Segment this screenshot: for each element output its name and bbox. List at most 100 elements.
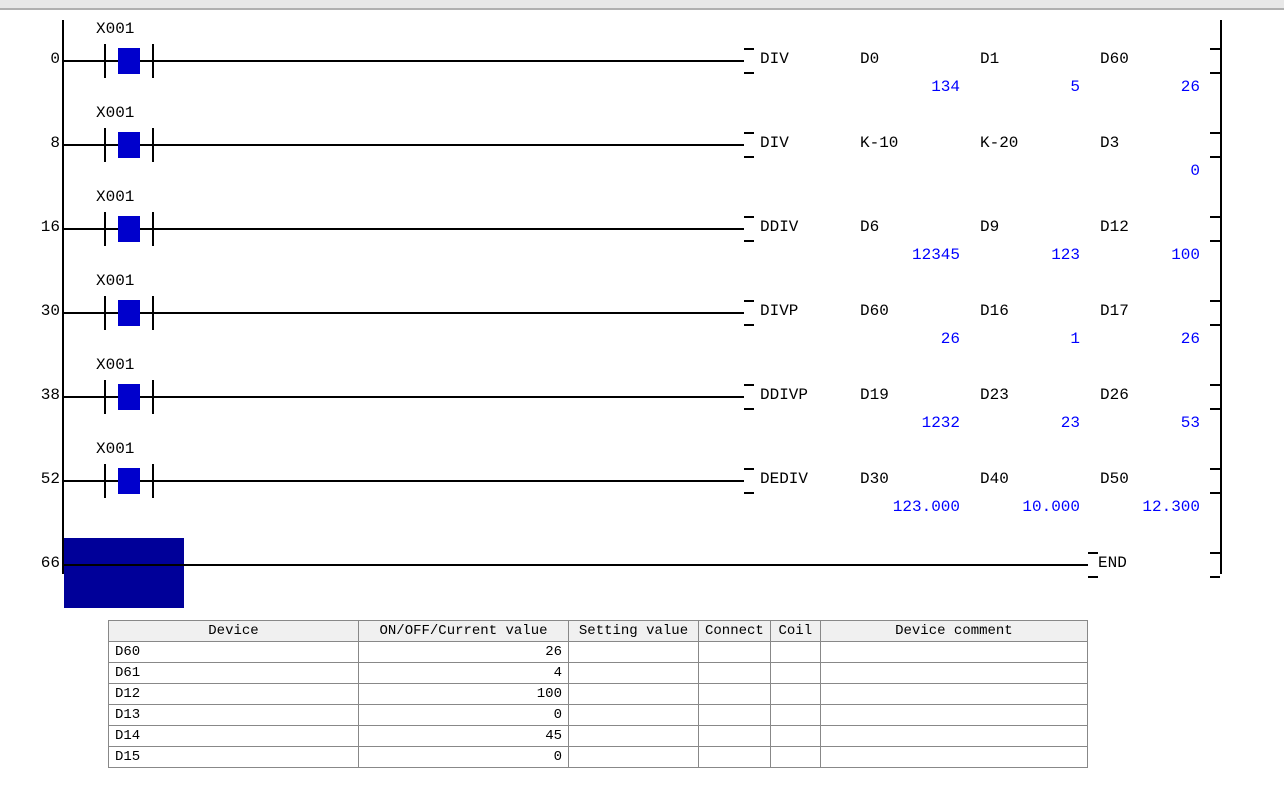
cell-comment[interactable] (820, 705, 1087, 726)
contact[interactable] (104, 464, 154, 498)
cell-setting[interactable] (569, 747, 699, 768)
wire (64, 144, 104, 146)
column-header[interactable]: Device (109, 621, 359, 642)
operand[interactable]: K-20 (980, 134, 1100, 152)
cell-device[interactable]: D13 (109, 705, 359, 726)
contact[interactable] (104, 128, 154, 162)
monitor-value: 100 (1100, 246, 1200, 264)
operand[interactable]: D23 (980, 386, 1100, 404)
cell-setting[interactable] (569, 705, 699, 726)
contact[interactable] (104, 380, 154, 414)
operand[interactable]: D17 (1100, 302, 1220, 320)
operand[interactable]: D9 (980, 218, 1100, 236)
cell-value[interactable]: 100 (359, 684, 569, 705)
cell-comment[interactable] (820, 642, 1087, 663)
instruction-mnemonic[interactable]: DEDIV (760, 470, 808, 488)
operand[interactable]: D60 (860, 302, 980, 320)
monitor-value: 12345 (860, 246, 960, 264)
operand[interactable]: D0 (860, 50, 980, 68)
cell-comment[interactable] (820, 684, 1087, 705)
bracket-right-icon (1210, 48, 1220, 74)
instruction-mnemonic[interactable]: DDIV (760, 218, 798, 236)
monitor-value: 26 (1100, 330, 1200, 348)
operand[interactable]: D60 (1100, 50, 1220, 68)
wire (64, 60, 104, 62)
table-row[interactable]: D15 0 (109, 747, 1088, 768)
table-row[interactable]: D60 26 (109, 642, 1088, 663)
end-instruction: END (1098, 554, 1127, 572)
cell-value[interactable]: 0 (359, 705, 569, 726)
rung[interactable]: 52 X001 DEDIV D30 D40 D50 123.000 10.000… (0, 440, 1284, 524)
cell-setting[interactable] (569, 684, 699, 705)
cell-device[interactable]: D15 (109, 747, 359, 768)
device-monitor-table[interactable]: Device ON/OFF/Current value Setting valu… (108, 620, 1088, 768)
contact-label: X001 (96, 440, 134, 458)
step-number: 16 (0, 218, 60, 236)
operand[interactable]: D12 (1100, 218, 1220, 236)
operand[interactable]: K-10 (860, 134, 980, 152)
column-header[interactable]: Setting value (569, 621, 699, 642)
operand[interactable]: D19 (860, 386, 980, 404)
cell-value[interactable]: 0 (359, 747, 569, 768)
column-header[interactable]: Connect (699, 621, 771, 642)
operand[interactable]: D30 (860, 470, 980, 488)
bracket-right-icon (1210, 468, 1220, 494)
instruction-mnemonic[interactable]: DIVP (760, 302, 798, 320)
cell-setting[interactable] (569, 726, 699, 747)
cell-device[interactable]: D14 (109, 726, 359, 747)
left-rail (62, 356, 64, 440)
operand[interactable]: D6 (860, 218, 980, 236)
cell-comment[interactable] (820, 747, 1087, 768)
operand[interactable]: D40 (980, 470, 1100, 488)
wire (64, 312, 104, 314)
column-header[interactable]: Coil (770, 621, 820, 642)
cell-setting[interactable] (569, 642, 699, 663)
right-rail (1220, 104, 1222, 188)
rung-end[interactable]: 66 END (0, 524, 1284, 614)
cell-device[interactable]: D60 (109, 642, 359, 663)
contact-label: X001 (96, 188, 134, 206)
cell-value[interactable]: 45 (359, 726, 569, 747)
column-header[interactable]: ON/OFF/Current value (359, 621, 569, 642)
contact[interactable] (104, 296, 154, 330)
table-row[interactable]: D14 45 (109, 726, 1088, 747)
cell-device[interactable]: D12 (109, 684, 359, 705)
contact[interactable] (104, 44, 154, 78)
operand[interactable]: D3 (1100, 134, 1220, 152)
left-rail (62, 272, 64, 356)
monitor-value: 12.300 (1090, 498, 1200, 516)
monitor-value: 26 (860, 330, 960, 348)
operand[interactable]: D50 (1100, 470, 1220, 488)
cell-device[interactable]: D61 (109, 663, 359, 684)
column-header[interactable]: Device comment (820, 621, 1087, 642)
step-number: 0 (0, 50, 60, 68)
table-row[interactable]: D12 100 (109, 684, 1088, 705)
cell-value[interactable]: 4 (359, 663, 569, 684)
instruction-mnemonic[interactable]: DIV (760, 50, 789, 68)
cell-comment[interactable] (820, 726, 1087, 747)
monitor-value: 23 (980, 414, 1080, 432)
cell-setting[interactable] (569, 663, 699, 684)
rung[interactable]: 30 X001 DIVP D60 D16 D17 26 1 26 (0, 272, 1284, 356)
operand[interactable]: D1 (980, 50, 1100, 68)
operand[interactable]: D26 (1100, 386, 1220, 404)
cell-coil (770, 684, 820, 705)
contact[interactable] (104, 212, 154, 246)
rung[interactable]: 8 X001 DIV K-10 K-20 D3 0 (0, 104, 1284, 188)
rung[interactable]: 0 X001 DIV D0 D1 D60 134 5 26 (0, 20, 1284, 104)
rung[interactable]: 16 X001 DDIV D6 D9 D12 12345 123 100 (0, 188, 1284, 272)
rung[interactable]: 38 X001 DDIVP D19 D23 D26 1232 23 53 (0, 356, 1284, 440)
bracket-left-icon (744, 300, 754, 326)
cell-comment[interactable] (820, 663, 1087, 684)
cell-value[interactable]: 26 (359, 642, 569, 663)
operand[interactable]: D16 (980, 302, 1100, 320)
right-rail (1220, 188, 1222, 272)
table-row[interactable]: D61 4 (109, 663, 1088, 684)
table-row[interactable]: D13 0 (109, 705, 1088, 726)
cell-connect (699, 642, 771, 663)
ladder-editor[interactable]: 0 X001 DIV D0 D1 D60 134 5 26 8 X001 DIV… (0, 10, 1284, 614)
instruction-mnemonic[interactable]: DIV (760, 134, 789, 152)
instruction-mnemonic[interactable]: DDIVP (760, 386, 808, 404)
bracket-left-icon (744, 384, 754, 410)
contact-label: X001 (96, 20, 134, 38)
